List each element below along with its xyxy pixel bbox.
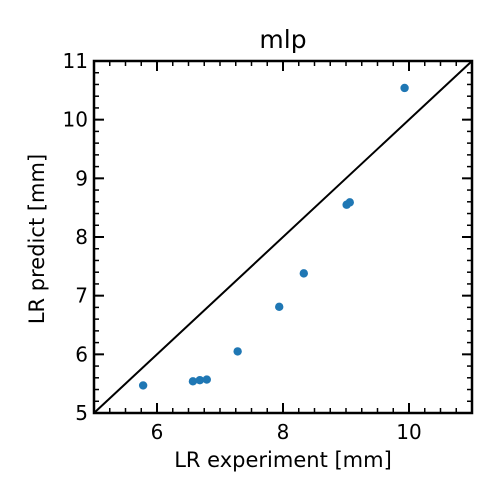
x-tick-label: 6	[151, 420, 164, 444]
y-tick-label: 9	[75, 166, 88, 190]
y-axis-title: LR predict [mm]	[25, 154, 49, 324]
data-point	[138, 381, 148, 390]
y-tick-label: 6	[75, 342, 88, 366]
data-point	[275, 302, 284, 312]
x-tick-label: 8	[277, 420, 290, 444]
plot-area: 6 8 10 5 6 7 8 9 10 11	[63, 49, 474, 444]
data-point	[195, 375, 205, 385]
data-point	[299, 269, 308, 278]
identity-line	[93, 60, 473, 414]
data-point	[233, 347, 242, 356]
y-tick-label: 11	[63, 49, 88, 73]
y-tick-label: 7	[75, 284, 88, 308]
data-point	[202, 375, 211, 384]
y-tick-label: 10	[63, 108, 88, 132]
plot-frame	[92, 59, 474, 415]
chart-title: mlp	[259, 25, 306, 54]
data-point	[400, 83, 409, 93]
data-point	[345, 198, 354, 207]
data-point	[188, 377, 198, 386]
x-tick-label: 10	[396, 420, 421, 444]
y-tick-label: 5	[75, 401, 88, 425]
x-axis-title: LR experiment [mm]	[174, 448, 392, 472]
y-tick-label: 8	[75, 225, 88, 249]
